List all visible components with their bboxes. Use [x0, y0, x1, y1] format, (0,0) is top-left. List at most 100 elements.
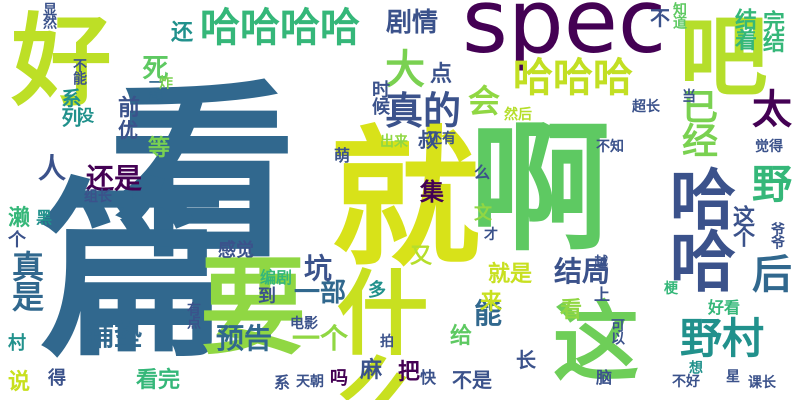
word-zhende: 真的	[385, 89, 462, 133]
word-si: 死	[138, 54, 168, 79]
word-a: 啊	[470, 108, 611, 271]
word-spec: spec	[462, 0, 667, 73]
word-meng: 萌	[334, 146, 351, 165]
word-gei: 给	[450, 324, 473, 349]
word-kechang: 课长	[748, 375, 776, 391]
word-yeye: 爷爷	[769, 222, 785, 249]
word-xing: 星	[726, 369, 740, 385]
word-shenme: 什么	[321, 265, 428, 400]
word-chaochang: 超长	[632, 99, 660, 115]
word-ge: 个	[8, 230, 26, 251]
word-zuzhang: 组长	[84, 189, 112, 205]
word-dang: 当	[682, 89, 696, 105]
word-kanwan: 看完	[136, 368, 181, 393]
word-hou: 后	[752, 252, 792, 298]
word-cai: 才	[484, 227, 498, 243]
word-huanshi: 还是	[86, 162, 143, 195]
word-bu_top: 不	[650, 6, 670, 30]
word-yige: 一个	[292, 322, 349, 355]
word-hahahaha_top: 哈哈哈哈	[200, 5, 360, 51]
word-pian: 篇	[38, 162, 229, 383]
word-wanjie: 完结	[759, 10, 784, 52]
word-shihou: 时候	[369, 80, 390, 114]
word-me: 么	[474, 163, 491, 182]
word-jieju: 结局	[554, 255, 611, 288]
word-cun: 村	[8, 333, 26, 354]
word-buzhi: 不知	[596, 139, 624, 155]
word-shuo: 说	[8, 370, 31, 395]
word-dianying: 电影	[290, 316, 318, 332]
word-yecun: 野村	[680, 314, 765, 363]
word-jiu: 就	[330, 113, 481, 287]
word-nao: 脑	[596, 368, 613, 387]
word-mafan: 麻	[360, 358, 383, 383]
word-yibu: 一部	[294, 278, 347, 308]
word-xianran: 显然	[41, 2, 57, 29]
word-tai: 太	[752, 87, 792, 133]
word-pai: 拍	[380, 334, 394, 350]
word-ye: 野	[752, 162, 792, 208]
word-chang: 长	[516, 348, 536, 372]
word-ba: 吧	[665, 10, 768, 93]
word-qian: 前	[118, 96, 141, 121]
word-meiyou: 没	[78, 106, 95, 125]
word-ganjue: 感觉	[218, 240, 254, 261]
word-juede: 觉得	[755, 139, 783, 155]
word-kuai: 快	[420, 368, 437, 387]
word-geng: 梗	[664, 281, 678, 297]
word-bianju: 编剧	[260, 268, 293, 287]
word-jiushi: 就是	[488, 262, 533, 287]
word-hui: 会	[468, 82, 501, 120]
word-hei: 黑	[36, 208, 53, 227]
word-neng: 能	[474, 297, 503, 330]
word-keyi: 可以	[609, 318, 625, 345]
word-yiqi: 一起	[147, 75, 163, 102]
word-you: 优	[118, 118, 138, 142]
word-duo: 多	[368, 280, 386, 301]
word-tianchao: 天朝	[296, 374, 324, 390]
word-kan_small: 看	[560, 298, 583, 323]
word-juqing: 剧情	[386, 8, 439, 38]
word-jiezhe: 结着	[731, 8, 756, 50]
word-bushi: 不是	[452, 368, 492, 392]
word-lai: 濑	[8, 206, 31, 231]
word-hao: 好	[0, 8, 111, 102]
word-wen: 文	[474, 203, 492, 224]
word-ren: 人	[38, 152, 67, 185]
word-you_again: 又	[410, 244, 433, 269]
word-keng: 坑	[304, 252, 333, 285]
word-dao: 到	[258, 286, 276, 307]
word-yao: 要	[200, 246, 306, 369]
word-ranhou: 然后	[504, 107, 532, 123]
word-haha: 哈哈	[659, 165, 736, 290]
word-yijing: 已经	[676, 88, 717, 156]
word-ba2: 把	[398, 360, 421, 385]
word-xiang: 想	[687, 360, 703, 374]
word-de: 得	[48, 368, 66, 389]
word-lai2: 来	[480, 290, 503, 315]
word-zhan: 炸	[157, 75, 173, 89]
word-ma: 吗	[330, 368, 348, 389]
word-shu: 叔	[418, 128, 438, 152]
word-kan: 看	[108, 64, 296, 283]
word-da: 大	[385, 47, 425, 93]
word-xi: 系	[274, 373, 291, 392]
word-haokan: 好看	[708, 298, 741, 317]
word-chulai: 出来	[380, 134, 408, 150]
word-buhao: 不好	[672, 374, 700, 390]
word-haiyou: 还有	[428, 131, 456, 147]
word-zhege: 这个	[729, 205, 754, 247]
word-yugao: 预告	[216, 322, 273, 355]
word-zhidao: 知道	[671, 2, 687, 29]
word-ji: 集	[420, 178, 444, 206]
word-deng: 等	[148, 136, 171, 161]
word-youdian: 有点	[185, 302, 201, 329]
word-xilie: 系列	[58, 88, 82, 126]
word-zhenshi: 真是	[7, 250, 45, 311]
word-zhe: 这	[553, 293, 639, 393]
word-huan: 还	[167, 20, 192, 41]
word-buneng: 不能	[71, 58, 87, 85]
word-hahaha_mid: 哈哈哈	[513, 55, 633, 101]
word-pudian: 铺垫	[86, 319, 143, 352]
